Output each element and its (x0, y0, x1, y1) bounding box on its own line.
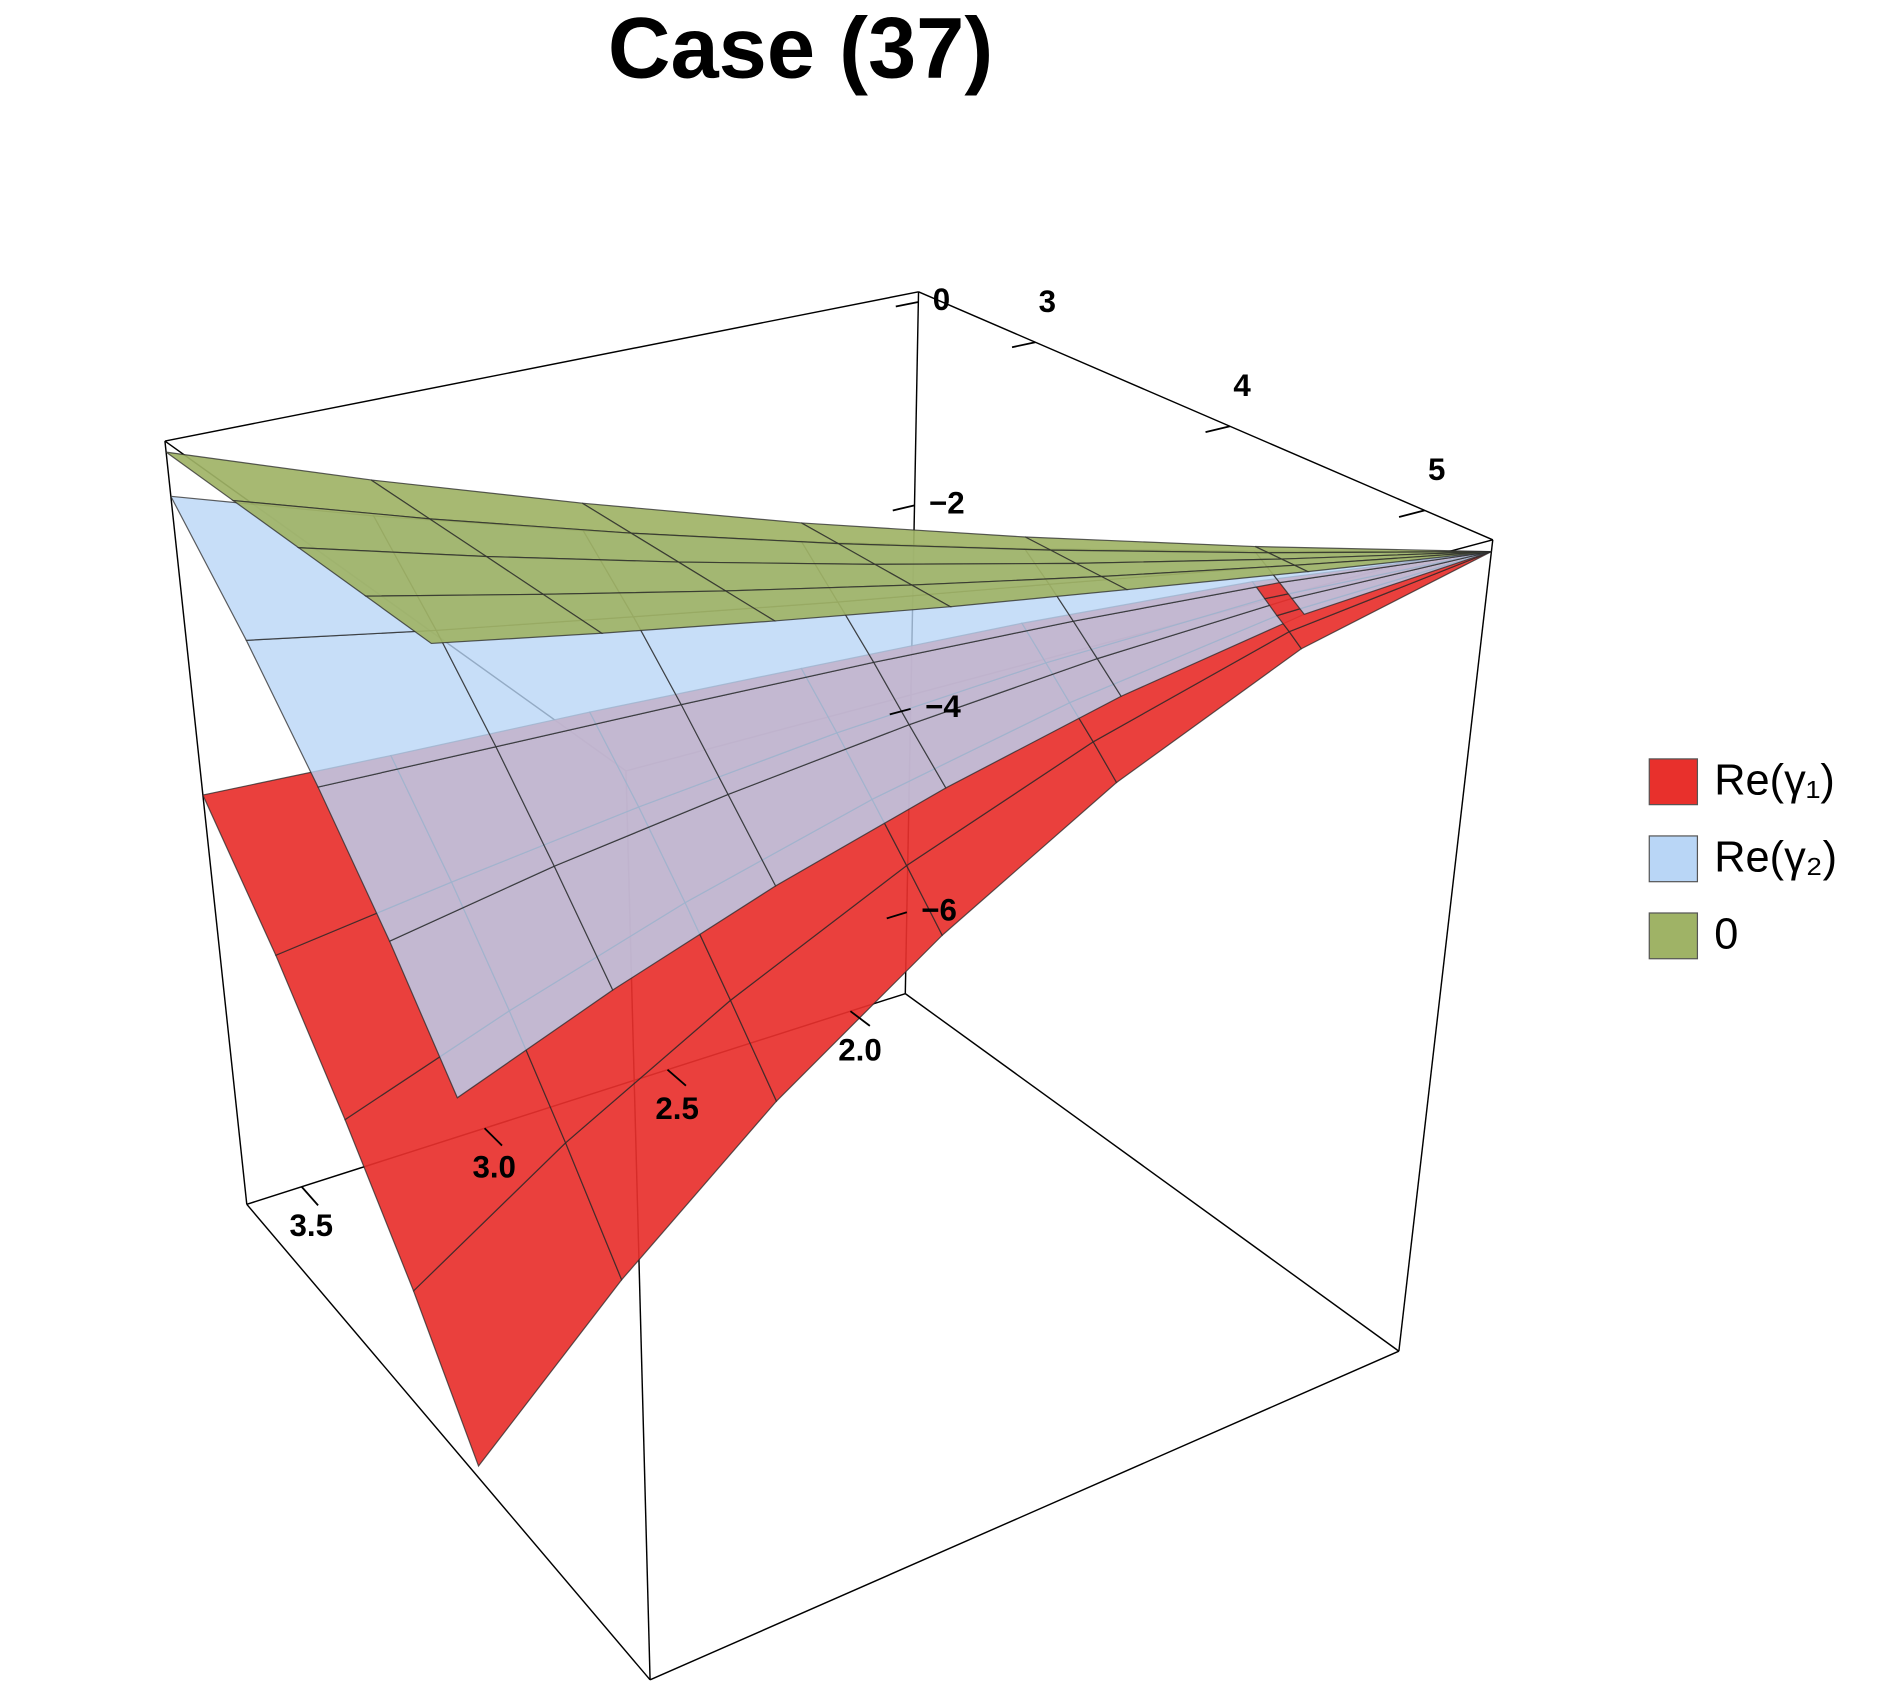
legend-swatch (1648, 912, 1699, 960)
legend-label: Re(γ₁) (1714, 756, 1835, 804)
y-tick (1398, 509, 1425, 518)
y-tick-label: 5 (1428, 452, 1445, 487)
z-tick (892, 504, 915, 512)
legend-swatch (1648, 835, 1699, 883)
x-tick (483, 1127, 503, 1147)
z-tick (889, 707, 911, 716)
box-edge (918, 291, 1494, 541)
box-edge (1398, 539, 1494, 1352)
legend-label: 0 (1714, 911, 1738, 959)
box-edge (904, 993, 1400, 1352)
box-edge (649, 1350, 1400, 1681)
box-edge (164, 291, 919, 442)
surfaces (165, 451, 1492, 1468)
z-tick-label: −6 (921, 893, 957, 928)
box-edge (246, 1203, 651, 1681)
z-tick-label: −4 (925, 689, 961, 724)
y-tick-label: 3 (1039, 284, 1056, 319)
y-tick (1205, 425, 1231, 433)
z-tick-label: 0 (933, 282, 950, 317)
y-tick-label: 4 (1233, 368, 1251, 403)
chart-title: Case (37) (608, 1, 993, 97)
z-tick-label: −2 (929, 486, 965, 521)
x-tick (666, 1069, 687, 1087)
axes: 2.0 2.5 3.0 3.5 3 4 5 0 −2 −4 −6 (290, 282, 1446, 1243)
x-tick (849, 1010, 871, 1027)
x-tick-label: 3.0 (472, 1149, 516, 1184)
legend-swatch (1648, 758, 1699, 806)
y-tick (1011, 341, 1036, 349)
z-tick (886, 911, 908, 920)
legend: Re(γ₁) Re(γ₂) 0 (1648, 756, 1837, 960)
legend-label: Re(γ₂) (1714, 833, 1837, 881)
x-tick-label: 2.5 (655, 1091, 699, 1126)
x-tick (300, 1186, 319, 1206)
surface-patch (364, 593, 604, 645)
x-tick-label: 2.0 (838, 1032, 882, 1067)
x-tick-label: 3.5 (290, 1208, 334, 1243)
z-tick (895, 301, 919, 308)
box-edge (164, 441, 248, 1205)
